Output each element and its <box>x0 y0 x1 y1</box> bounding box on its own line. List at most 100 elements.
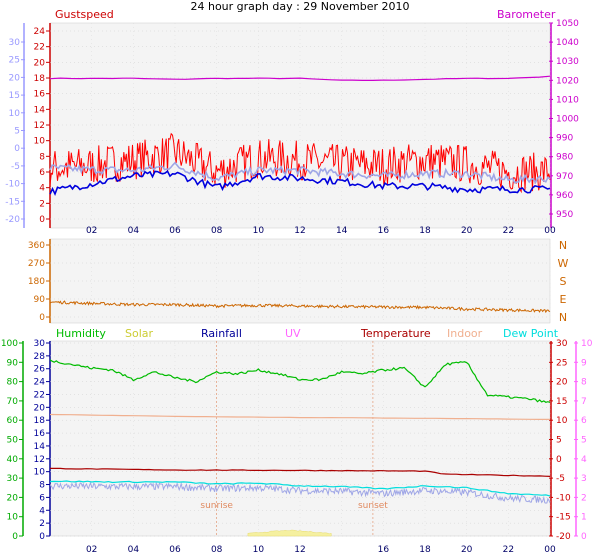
panel1-right-tick-label: 950 <box>556 210 573 220</box>
panel3-x-tick-label: 00 <box>544 545 556 555</box>
panel2-left-tick-label: 90 <box>34 295 46 305</box>
panel3-right-uv-tick-label: 4 <box>581 455 587 465</box>
panel1-right-tick-label: 1010 <box>556 95 579 105</box>
panel2-left-tick-label: 180 <box>28 277 45 287</box>
panel3-right-uv-tick-label: 5 <box>581 436 587 446</box>
panel3-inner-left-tick-label: 8 <box>39 481 45 491</box>
panel3-outer-left-tick-label: 0 <box>12 532 18 542</box>
series-indoor <box>49 413 550 420</box>
panel1-x-tick-label: 04 <box>128 226 140 236</box>
panel3-right-temp-tick-label: 20 <box>556 378 568 388</box>
panel3-outer-left-tick-label: 90 <box>7 358 19 368</box>
panel3-outer-left-tick-label: 70 <box>7 397 19 407</box>
panel3-right-temp-tick-label: -10 <box>556 493 571 503</box>
panel3-x-tick-label: 16 <box>378 545 390 555</box>
panel3-x-tick-label: 08 <box>211 545 223 555</box>
panel3-right-uv-tick-label: 10 <box>581 339 593 349</box>
panel1-outer-left-tick-label: -20 <box>5 215 20 225</box>
panel3-outer-left-tick-label: 100 <box>1 339 18 349</box>
panel3-outer-left-tick-label: 30 <box>7 474 19 484</box>
panel3-series <box>49 359 551 537</box>
panel3-right-uv-tick-label: 6 <box>581 416 587 426</box>
panel1-ticks: 302520151050-5-10-15-2024222018161412108… <box>5 19 579 236</box>
panel3-x-tick-label: 02 <box>86 545 97 555</box>
panel3-inner-left-tick-label: 22 <box>34 390 45 400</box>
series-wind-average <box>49 161 551 185</box>
panel1-inner-left-tick-label: 22 <box>34 43 45 53</box>
panel1-x-tick-label: 12 <box>294 226 305 236</box>
panel1-plot-area <box>49 22 551 229</box>
panel1-right-tick-label: 990 <box>556 134 573 144</box>
panel3-x-tick-label: 22 <box>503 545 514 555</box>
panel3-inner-left-tick-label: 6 <box>39 493 45 503</box>
sunset-label: sunset <box>358 501 388 511</box>
panel1-right-tick-label: 1040 <box>556 38 579 48</box>
panel3-right-uv-tick-label: 2 <box>581 493 587 503</box>
panel1-x-tick-label: 18 <box>419 226 431 236</box>
panel1-x-tick-label: 02 <box>86 226 97 236</box>
panel1-inner-left-tick-label: 12 <box>34 121 45 131</box>
panel3-x-tick-label: 06 <box>169 545 181 555</box>
panel3-right-temp-tick-label: 10 <box>556 416 568 426</box>
panel1-right-tick-label: 1000 <box>556 115 579 125</box>
panel1-inner-left-tick-label: 14 <box>34 105 46 115</box>
series-dew-point <box>49 480 551 497</box>
legend-item-solar: Solar <box>125 327 154 340</box>
panel1-right-tick-label: 1050 <box>556 19 579 29</box>
panel3-outer-left-tick-label: 50 <box>7 436 19 446</box>
panel3-outer-left-tick-label: 10 <box>7 513 19 523</box>
series-dew-point-variation <box>50 481 551 504</box>
panel2-compass-label: S <box>560 275 567 288</box>
panel3-ticks: 1009080706050403020100302826242220181614… <box>1 339 593 555</box>
panel2-series <box>49 300 551 314</box>
panel1-outer-left-tick-label: -5 <box>11 162 20 172</box>
panel1-outer-left-tick-label: 30 <box>9 38 21 48</box>
panel1-inner-left-tick-label: 18 <box>34 74 46 84</box>
panel3-x-tick-label: 18 <box>419 545 431 555</box>
panel3-right-uv-tick-label: 3 <box>581 474 587 484</box>
panel3-right-temp-tick-label: 25 <box>556 358 567 368</box>
series-temperature <box>49 467 551 477</box>
panel3-right-temp-tick-label: -20 <box>556 532 571 542</box>
graph-title: 24 hour graph day : 29 November 2010 <box>190 0 409 13</box>
legend-item-humidity: Humidity <box>56 327 106 340</box>
panel3-right-temp-tick-label: -15 <box>556 513 571 523</box>
panel3-plot-area <box>49 340 551 537</box>
legend-item-indoor: Indoor <box>447 327 483 340</box>
panel1-x-tick-label: 16 <box>378 226 390 236</box>
panel1-inner-left-tick-label: 0 <box>39 215 45 225</box>
panel1-outer-left-tick-label: 20 <box>9 73 21 83</box>
panel1-inner-left-tick-label: 6 <box>39 168 45 178</box>
panel2-compass-label: N <box>559 239 567 252</box>
panel3-right-temp-tick-label: 30 <box>556 339 568 349</box>
panel1-inner-left-tick-label: 24 <box>34 27 46 37</box>
panel3-right-temp-tick-label: -5 <box>556 474 565 484</box>
barometer-axis-label: Barometer <box>497 8 556 21</box>
panel1-x-tick-label: 10 <box>253 226 265 236</box>
panel2-compass-label: W <box>558 257 569 270</box>
panel1-right-tick-label: 1020 <box>556 76 579 86</box>
panel3-inner-left-tick-label: 16 <box>34 429 46 439</box>
panel3-inner-left-tick-label: 20 <box>34 403 46 413</box>
panel3-inner-left-tick-label: 10 <box>34 468 46 478</box>
panel3-right-temp-tick-label: 5 <box>556 436 562 446</box>
series-windspeed <box>49 169 551 197</box>
panel1-outer-left-tick-label: -15 <box>5 197 20 207</box>
panel1-x-tick-label: 14 <box>336 226 348 236</box>
panel3-right-uv-tick-label: 7 <box>581 397 587 407</box>
panel3-inner-left-tick-label: 2 <box>39 519 45 529</box>
panel3-inner-left-tick-label: 4 <box>39 506 45 516</box>
panel3-inner-left-tick-label: 12 <box>34 455 45 465</box>
panel1-x-tick-label: 22 <box>503 226 514 236</box>
panel1-x-tick-label: 06 <box>169 226 181 236</box>
panel1-outer-left-tick-label: 25 <box>9 56 20 66</box>
panel1-right-tick-label: 1030 <box>556 57 579 67</box>
panel3-inner-left-tick-label: 30 <box>34 339 46 349</box>
panel1-inner-left-tick-label: 20 <box>34 58 46 68</box>
panel1-series <box>49 75 551 197</box>
panel3-x-tick-label: 04 <box>128 545 140 555</box>
panel3-inner-left-tick-label: 28 <box>34 352 46 362</box>
panel-wind-barometer: Gustspeed Barometer 302520151050-5-10-15… <box>5 8 579 236</box>
